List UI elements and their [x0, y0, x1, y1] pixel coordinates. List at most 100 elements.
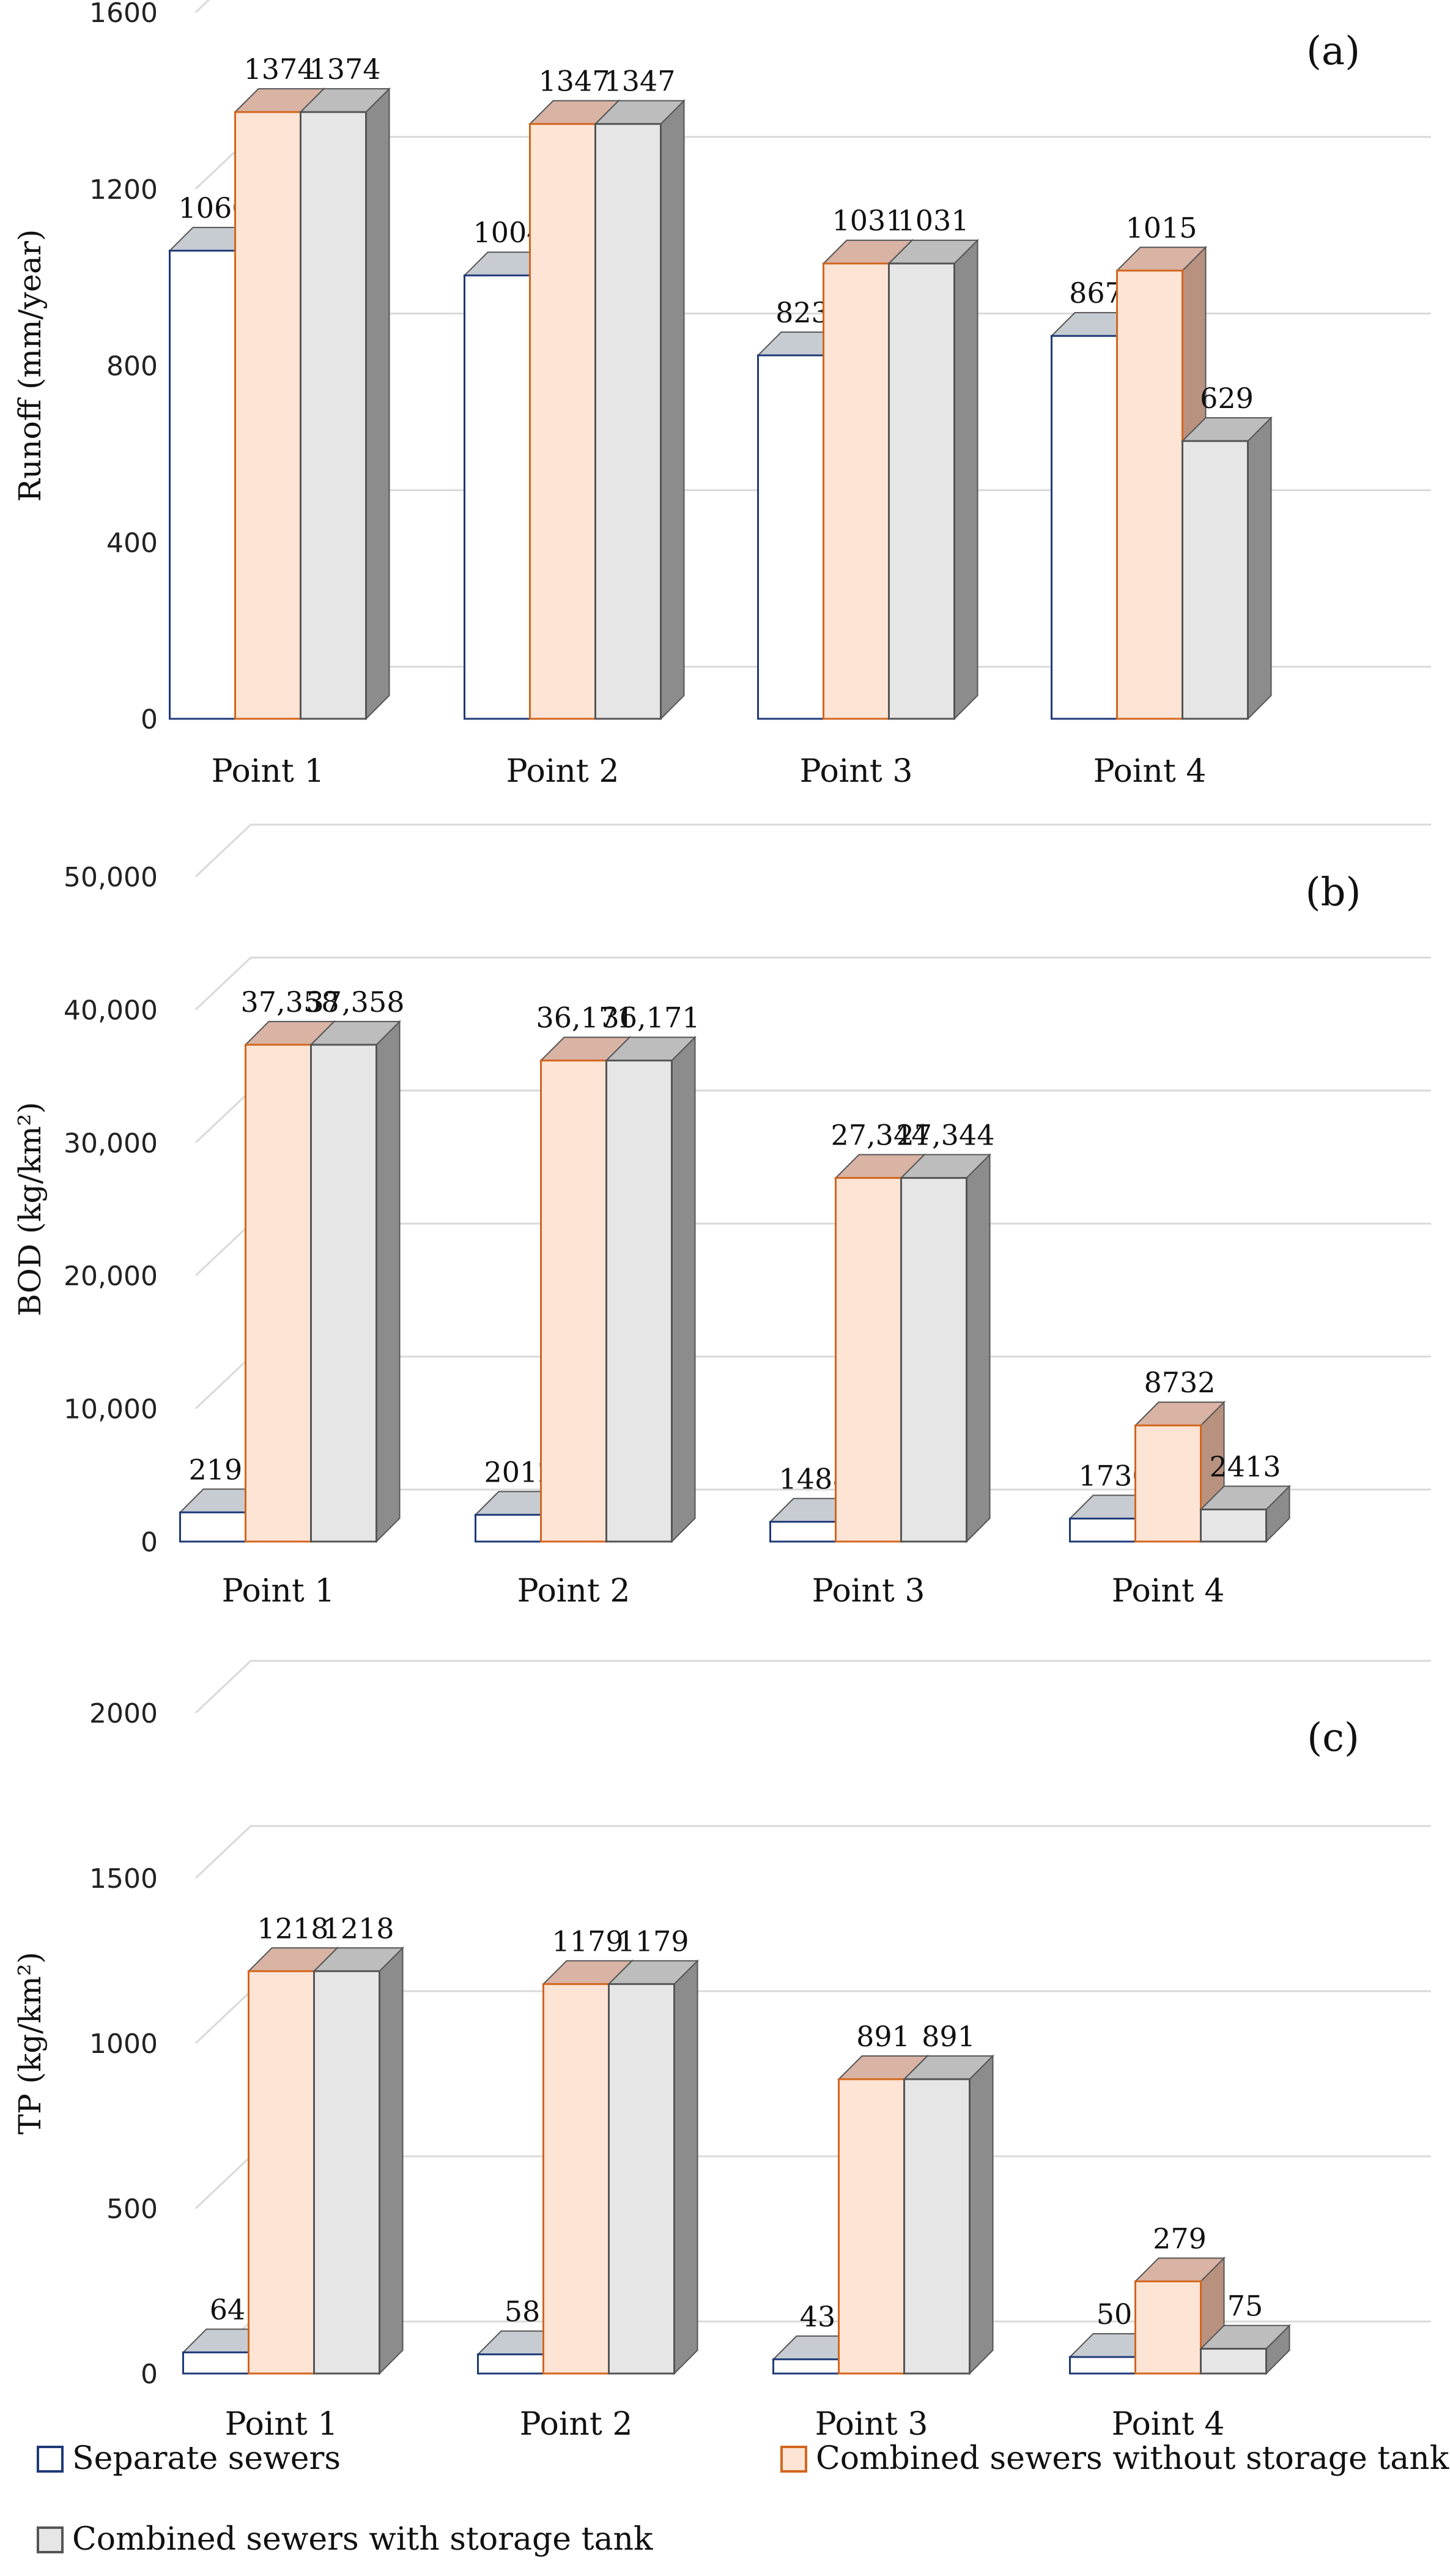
data-label: 891: [922, 2020, 975, 2053]
bar-front: [464, 274, 531, 720]
bar-front: [594, 123, 662, 720]
bar-side: [375, 1020, 401, 1543]
x-tick-label: Point 2: [520, 2406, 633, 2443]
data-label: 27,344: [831, 1119, 930, 1152]
gridline: [194, 1825, 1431, 1879]
data-label: 1218: [257, 1912, 328, 1945]
bar-front: [540, 1060, 607, 1543]
data-label: 629: [1200, 382, 1254, 415]
gridline: [194, 956, 1431, 1011]
bar-point-3-combined-sewers-with-storage-tank: [903, 2054, 994, 2375]
gridline: [194, 823, 1431, 878]
bar-front: [1051, 335, 1118, 720]
y-tick-label: 0: [141, 704, 158, 735]
data-label: 27,344: [897, 1119, 995, 1152]
data-label: 58: [505, 2295, 541, 2328]
y-axis-label: TP (kg/km²): [12, 1952, 48, 2135]
bar-side: [671, 1036, 696, 1543]
x-tick-label: Point 2: [517, 1573, 631, 1609]
legend-label: Combined sewers without storage tank: [816, 2440, 1449, 2477]
y-tick-label: 40,000: [64, 995, 158, 1026]
bar-front: [769, 1521, 837, 1543]
bar-front: [757, 354, 824, 720]
x-tick-label: Point 1: [225, 2406, 338, 2443]
gridline: [194, 0, 210, 13]
data-label: 1347: [538, 65, 610, 98]
bar-front: [605, 1060, 673, 1543]
data-label: 1179: [552, 1925, 623, 1958]
legend-swatch: [780, 2446, 807, 2473]
y-axis-label: Runoff (mm/year): [12, 229, 48, 502]
x-tick-label: Point 3: [815, 2406, 928, 2443]
data-label: 8732: [1144, 1366, 1215, 1399]
data-label: 1031: [832, 204, 903, 237]
data-label: 36,171: [602, 1001, 700, 1034]
data-label: 64: [210, 2293, 246, 2326]
data-label: 1031: [897, 204, 969, 237]
y-tick-label: 1600: [89, 0, 158, 29]
y-tick-label: 2000: [89, 1698, 158, 1729]
bar-front: [1069, 1517, 1136, 1543]
data-label: 43: [800, 2300, 836, 2333]
data-label: 36,171: [536, 1001, 635, 1034]
data-label: 891: [856, 2020, 910, 2053]
bar-point-3-combined-sewers-with-storage-tank: [900, 1153, 991, 1543]
x-tick-label: Point 3: [800, 753, 913, 790]
y-tick-label: 1000: [89, 2029, 158, 2060]
panel-label: (b): [1306, 870, 1361, 915]
legend-label: Separate sewers: [72, 2440, 341, 2477]
bar-side: [365, 87, 390, 721]
data-label: 1179: [617, 1925, 689, 1958]
legend-swatch: [37, 2446, 64, 2473]
data-label: 279: [1153, 2222, 1207, 2255]
bar-point-2-combined-sewers-with-storage-tank: [605, 1036, 697, 1543]
bar-side: [1247, 416, 1272, 721]
bar-front: [888, 262, 955, 720]
bar-side: [969, 2054, 994, 2375]
x-tick-label: Point 4: [1093, 753, 1207, 790]
bar-point-2-combined-sewers-with-storage-tank: [607, 1959, 699, 2375]
chart-b: 0 10,000 20,000 30,000 40,000 50,000 BOD (kg/k…: [12, 823, 1431, 1609]
data-label: 1374: [243, 53, 315, 86]
bar-side: [953, 239, 978, 721]
bar-front: [1069, 2356, 1136, 2375]
bar-point-4-combined-sewers-with-storage-tank: [1199, 2324, 1291, 2375]
data-label: 823: [775, 296, 829, 329]
x-tick-label: Point 2: [506, 753, 620, 790]
y-tick-label: 0: [141, 2359, 158, 2390]
y-tick-label: 1200: [89, 174, 158, 206]
bar-front: [823, 262, 890, 720]
panel-label: (a): [1306, 29, 1360, 74]
bar-front: [179, 1511, 246, 1543]
y-tick-label: 400: [106, 527, 158, 559]
data-label: 1218: [322, 1912, 394, 1945]
bar-front: [542, 1983, 610, 2375]
y-tick-label: 500: [106, 2194, 158, 2225]
bar-front: [772, 2358, 840, 2375]
bar-front: [477, 2353, 544, 2375]
bar-front: [182, 2351, 250, 2375]
bar-point-2-combined-sewers-with-storage-tank: [594, 99, 686, 721]
bar-front: [1134, 2280, 1202, 2375]
chart-c: 0 500 1000 1500 2000 TP (kg/km²) (c) 64 12181218…: [12, 1660, 1431, 2443]
bar-point-4-combined-sewers-with-storage-tank: [1199, 1485, 1291, 1543]
x-tick-label: Point 1: [212, 753, 325, 790]
y-tick-label: 50,000: [64, 862, 158, 893]
y-tick-label: 0: [141, 1527, 158, 1558]
x-tick-label: Point 3: [812, 1573, 925, 1609]
bar-side: [660, 99, 685, 721]
bar-front: [900, 1177, 967, 1543]
bar-front: [1200, 2348, 1267, 2375]
bar-front: [1200, 1509, 1267, 1543]
bar-front: [310, 1044, 377, 1543]
y-tick-label: 1500: [89, 1863, 158, 1895]
bar-front: [248, 1970, 315, 2375]
legend-item-combined-sewers-with-storage-tank: Combined sewers with storage tank: [37, 2521, 653, 2558]
data-label: 37,358: [306, 985, 405, 1019]
bar-front: [234, 111, 301, 720]
bar-point-1-combined-sewers-with-storage-tank: [299, 87, 391, 721]
legend-swatch: [37, 2526, 64, 2553]
